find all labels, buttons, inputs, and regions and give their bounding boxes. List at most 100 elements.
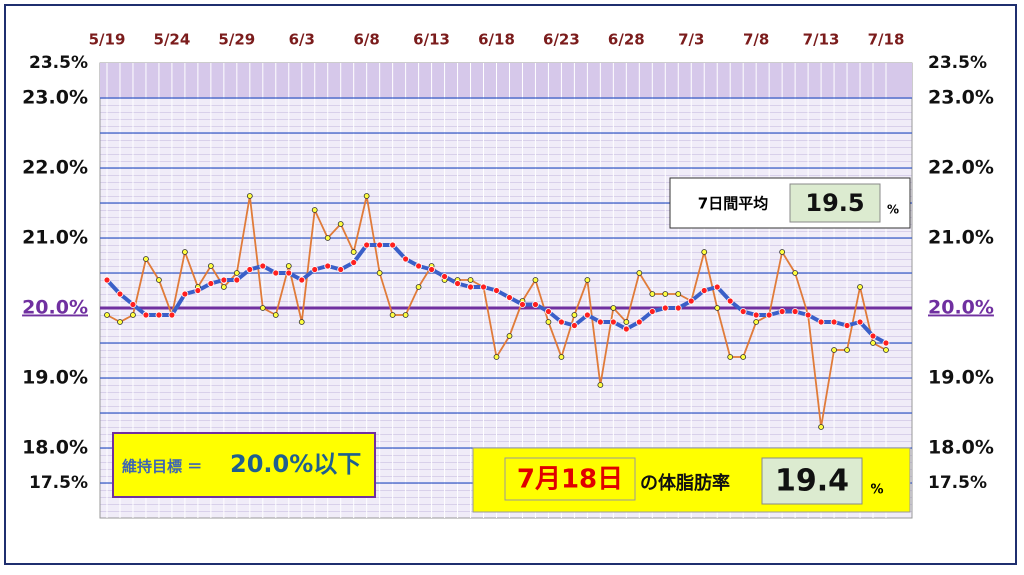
daily-point — [493, 354, 500, 360]
average-point — [324, 262, 332, 270]
avg-unit: % — [887, 203, 899, 217]
daily-point — [337, 221, 344, 227]
today-date-box — [504, 457, 636, 501]
average-point — [142, 311, 150, 319]
daily-point — [272, 312, 279, 318]
y-tick-label: 23.0% — [22, 87, 88, 109]
average-point — [674, 304, 682, 312]
y-tick-label-right: 21.0% — [928, 227, 994, 249]
daily-point — [156, 277, 162, 283]
average-point — [441, 273, 448, 280]
daily-point — [246, 193, 253, 199]
x-tick-label: 5/29 — [218, 31, 255, 49]
daily-point — [610, 305, 617, 311]
daily-point — [870, 340, 876, 346]
daily-point — [584, 277, 591, 283]
x-tick-label: 7/8 — [743, 31, 769, 49]
daily-point — [467, 277, 474, 283]
daily-point — [727, 354, 734, 360]
goal-value: 20.0%以下 — [230, 450, 361, 478]
y-tick-label: 18.0% — [22, 437, 88, 459]
daily-point — [402, 312, 409, 318]
average-point — [571, 322, 578, 329]
x-tick-label: 7/3 — [678, 31, 704, 49]
daily-point — [857, 284, 863, 290]
today-value: 19.4 — [775, 464, 849, 499]
average-point — [545, 308, 552, 315]
daily-point — [779, 249, 786, 255]
average-point — [220, 276, 228, 284]
average-point — [726, 297, 734, 305]
average-point — [583, 311, 591, 319]
goal-box — [112, 432, 376, 498]
average-point — [363, 241, 371, 249]
daily-point — [285, 263, 292, 269]
average-point — [272, 269, 280, 277]
average-point — [116, 290, 124, 298]
average-point — [830, 318, 838, 326]
y-tick-label: 17.5% — [29, 473, 88, 493]
average-point — [804, 311, 812, 319]
daily-point — [143, 256, 149, 262]
daily-point — [389, 312, 396, 318]
average-point — [389, 241, 397, 249]
daily-point — [104, 312, 110, 318]
y-tick-label: 23.5% — [29, 53, 88, 73]
daily-point — [506, 333, 513, 339]
average-point — [337, 266, 345, 273]
today-date: 7月18日 — [517, 465, 623, 495]
y-tick-label: 22.0% — [22, 157, 88, 179]
daily-point — [571, 312, 578, 318]
average-point — [168, 311, 176, 319]
daily-point — [220, 284, 227, 290]
average-point — [558, 318, 565, 326]
x-tick-label: 6/28 — [608, 31, 645, 49]
average-point — [246, 266, 254, 273]
average-point — [869, 332, 877, 340]
average-point — [687, 297, 695, 305]
average-point — [376, 241, 384, 249]
average-point — [454, 280, 461, 287]
average-point — [609, 318, 617, 326]
daily-point — [117, 319, 123, 325]
average-point — [285, 269, 293, 277]
average-point — [648, 308, 656, 315]
avg-label: 7日間平均 — [698, 195, 768, 213]
average-point — [129, 301, 137, 308]
average-point — [596, 318, 604, 326]
average-point — [765, 311, 773, 319]
average-point — [181, 290, 189, 298]
today-unit: % — [870, 483, 883, 498]
y-tick-label-right: 23.5% — [928, 53, 987, 73]
y-tick-label-right: 23.0% — [928, 87, 994, 109]
x-tick-label: 7/13 — [803, 31, 840, 49]
average-point — [882, 339, 890, 347]
daily-point — [350, 249, 357, 255]
average-point — [519, 301, 526, 308]
daily-point — [233, 270, 240, 276]
average-point — [259, 262, 267, 270]
average-point — [480, 283, 487, 291]
average-point — [415, 262, 423, 270]
daily-point — [597, 382, 604, 388]
average-point — [817, 318, 825, 326]
average-point — [298, 276, 306, 284]
average-point — [311, 266, 319, 273]
daily-point — [636, 270, 643, 276]
average-point — [739, 308, 747, 315]
today-value-box — [761, 457, 863, 505]
y-tick-label-right: 19.0% — [928, 367, 994, 389]
average-point — [493, 287, 500, 294]
avg-value: 19.5 — [805, 189, 864, 217]
daily-point — [311, 207, 318, 213]
daily-point — [363, 193, 370, 199]
average-point — [713, 283, 721, 291]
today-label: の体脂肪率 — [640, 472, 730, 494]
x-tick-label: 6/23 — [543, 31, 580, 49]
average-point — [506, 294, 513, 301]
daily-point — [662, 291, 669, 297]
avg-value-box — [789, 183, 881, 223]
average-point — [622, 325, 630, 333]
x-tick-label: 5/24 — [154, 31, 191, 49]
